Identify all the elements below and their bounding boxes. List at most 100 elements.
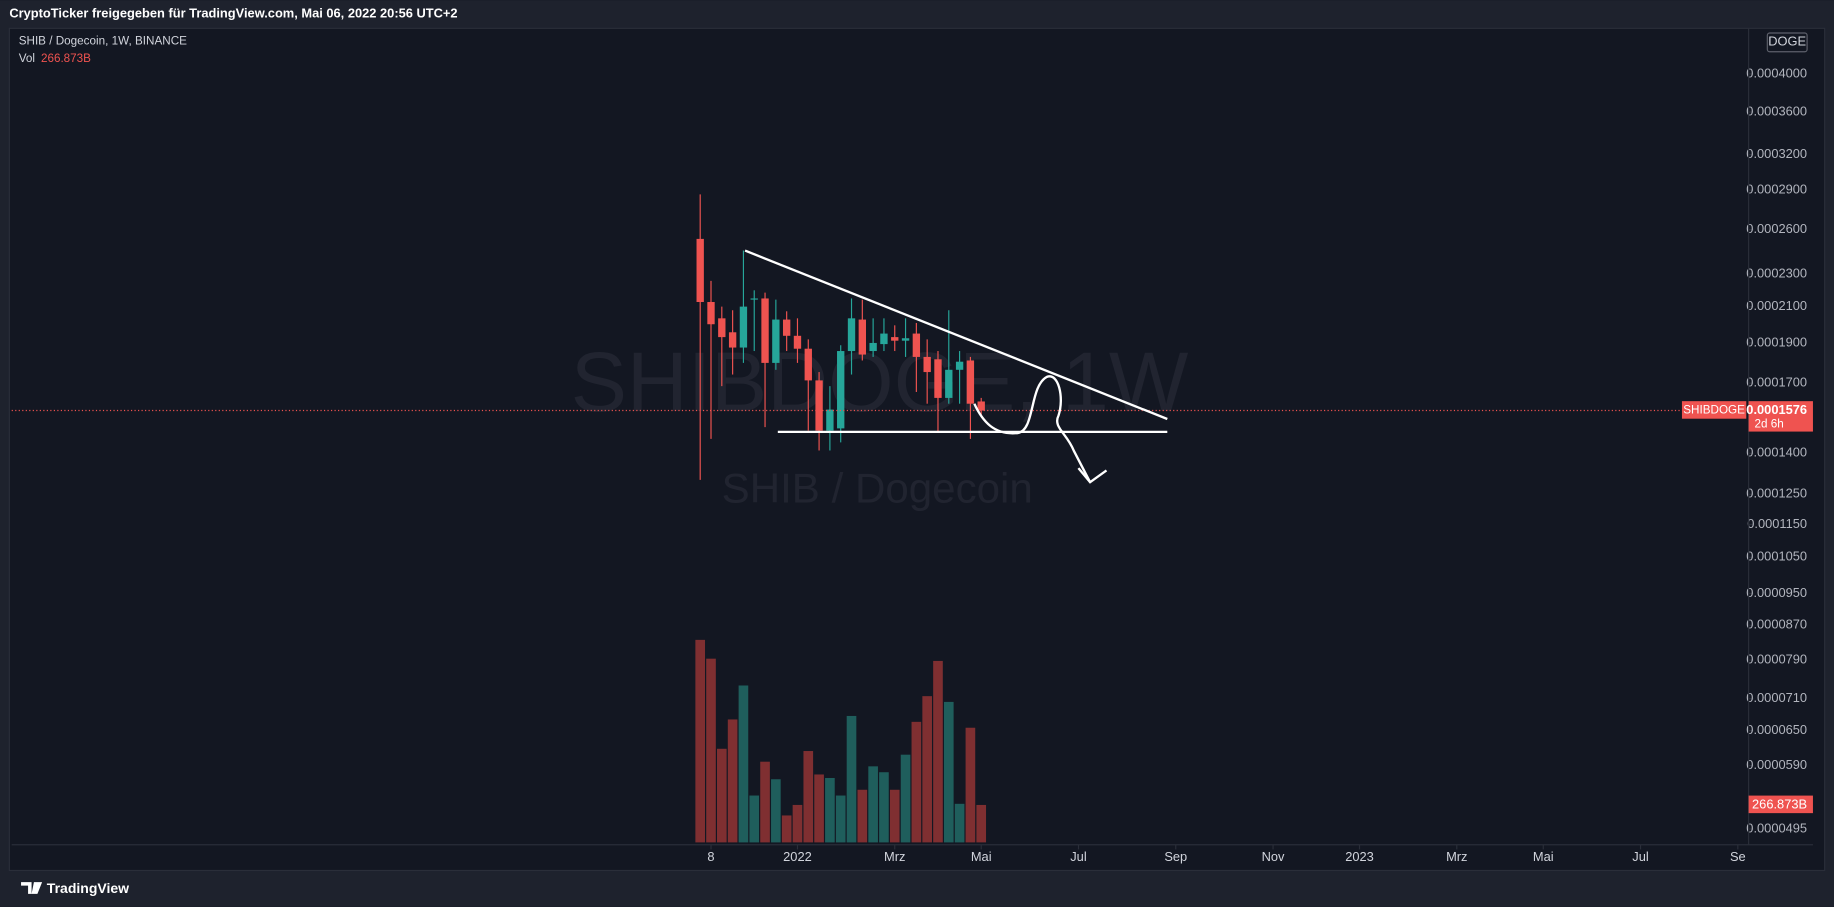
drawings bbox=[744, 249, 1168, 484]
y-tick-label: 0.0002100 bbox=[1746, 298, 1807, 313]
sketch bbox=[973, 375, 1092, 483]
arrow-head bbox=[1077, 467, 1108, 484]
candle-body bbox=[782, 319, 791, 336]
header: CryptoTicker freigegeben für TradingView… bbox=[9, 6, 457, 21]
candle-body bbox=[891, 337, 899, 341]
candle-body bbox=[739, 306, 748, 348]
plot: 0.0004000 0.0003600 0.0003200 0.0002900 0.00… bbox=[11, 28, 1813, 864]
x-tick-label: Mai bbox=[1533, 849, 1554, 864]
y-tick-label: 0.0001050 bbox=[1746, 549, 1807, 564]
candle-body bbox=[826, 409, 834, 431]
compare-label: DOGE bbox=[1768, 34, 1806, 49]
volume-bar bbox=[933, 660, 943, 843]
watermark: SHIBDOGE, 1W bbox=[571, 335, 1189, 429]
volume-bar bbox=[922, 696, 932, 843]
price-tag-label: 0.0001576 bbox=[1746, 402, 1807, 417]
y-tick-label: 0.0001700 bbox=[1746, 375, 1807, 390]
candle-body bbox=[793, 335, 802, 349]
volume-bar bbox=[771, 779, 781, 843]
y-tick-label: 0.0001900 bbox=[1746, 334, 1807, 349]
candle-body bbox=[815, 380, 823, 431]
volume-bar bbox=[706, 658, 716, 843]
volume-value: 266.873B bbox=[41, 52, 91, 65]
volume-bar bbox=[889, 789, 900, 843]
volume-tag bbox=[1748, 795, 1813, 814]
volume-bar bbox=[749, 795, 760, 843]
watermark: SHIB / Dogecoin bbox=[722, 465, 1033, 512]
x-tick-label: Sep bbox=[1164, 849, 1187, 864]
volume-bar bbox=[911, 721, 922, 843]
y-tick-label: 0.0002300 bbox=[1746, 265, 1807, 280]
candle-body bbox=[750, 298, 758, 300]
y-tick-label: 0.0000710 bbox=[1746, 690, 1807, 705]
candle-body bbox=[966, 360, 975, 404]
y-tick-label: 0.0003200 bbox=[1746, 146, 1807, 161]
candle-body bbox=[804, 348, 812, 381]
x-tick-label: Mai bbox=[971, 849, 992, 864]
x-tick-label: Jul bbox=[1070, 849, 1086, 864]
y-tick-label: 0.0000590 bbox=[1746, 757, 1807, 772]
volume-bar bbox=[900, 754, 911, 843]
y-tick-label: 0.0000870 bbox=[1746, 617, 1807, 632]
symbol-tag bbox=[1681, 401, 1747, 419]
y-tick-label: 0.0002600 bbox=[1746, 221, 1807, 236]
countdown: 2d 6h bbox=[1754, 418, 1783, 431]
volume-bar bbox=[835, 795, 846, 843]
y-tick-label: 0.0001150 bbox=[1747, 516, 1807, 531]
volume-bar bbox=[814, 774, 824, 843]
candle-body bbox=[707, 302, 715, 325]
candle-body bbox=[977, 401, 985, 411]
volume-bar bbox=[954, 803, 965, 843]
compare-tag bbox=[1766, 32, 1808, 53]
x-tick-label: Mrz bbox=[1446, 849, 1467, 864]
volume-bar bbox=[857, 789, 868, 843]
y-tick-label: 0.0000950 bbox=[1746, 585, 1807, 600]
price-tag bbox=[1748, 401, 1813, 432]
volume-bar bbox=[803, 751, 814, 843]
volume-bar bbox=[879, 772, 889, 843]
x-tick-label: 2022 bbox=[783, 849, 812, 864]
candle-body bbox=[772, 319, 780, 363]
x-tick-label: Nov bbox=[1262, 849, 1285, 864]
candle-body bbox=[696, 238, 704, 303]
candle-body bbox=[869, 342, 877, 352]
y-tick-label: 0.0000790 bbox=[1746, 651, 1807, 666]
x-tick-label: Mrz bbox=[884, 849, 905, 864]
volume-bar bbox=[825, 777, 835, 843]
candle-body bbox=[955, 361, 964, 370]
volume-bar bbox=[716, 748, 727, 843]
footer-brand: TradingView bbox=[47, 880, 129, 896]
volume-tag-label: 266.873B bbox=[1752, 796, 1807, 811]
volume-bar bbox=[943, 701, 954, 843]
y-tick-label: 0.0000495 bbox=[1746, 820, 1807, 835]
x-tick-label: 2023 bbox=[1345, 849, 1374, 864]
volume-bar bbox=[727, 719, 738, 843]
symbol-tag-label: SHIBDOGE bbox=[1683, 404, 1745, 417]
volume-bar bbox=[738, 685, 749, 843]
volume-bar bbox=[792, 804, 803, 843]
volume-bar bbox=[976, 804, 987, 843]
volume-name: Vol bbox=[19, 52, 35, 65]
candle-body bbox=[728, 332, 737, 348]
logo bbox=[21, 882, 43, 894]
candle-body bbox=[912, 333, 921, 357]
candle-body bbox=[923, 356, 931, 373]
chart-title: SHIB / Dogecoin, 1W, BINANCE bbox=[19, 34, 187, 47]
volume-bar bbox=[965, 727, 976, 843]
candle-body bbox=[858, 319, 866, 355]
candle-body bbox=[718, 318, 726, 338]
trend-line bbox=[744, 249, 1168, 421]
candle-body bbox=[934, 359, 942, 398]
candle-body bbox=[761, 298, 769, 363]
volume-bar bbox=[868, 766, 878, 843]
y-tick-label: 0.0001250 bbox=[1746, 486, 1807, 501]
y-tick-label: 0.0001400 bbox=[1746, 445, 1807, 460]
volume-bar bbox=[760, 761, 770, 843]
volume-bar bbox=[695, 639, 706, 843]
x-tick-label: Se bbox=[1730, 849, 1746, 864]
candle-body bbox=[880, 333, 888, 345]
candle-body bbox=[837, 351, 845, 429]
y-tick-label: 0.0000650 bbox=[1746, 722, 1807, 737]
